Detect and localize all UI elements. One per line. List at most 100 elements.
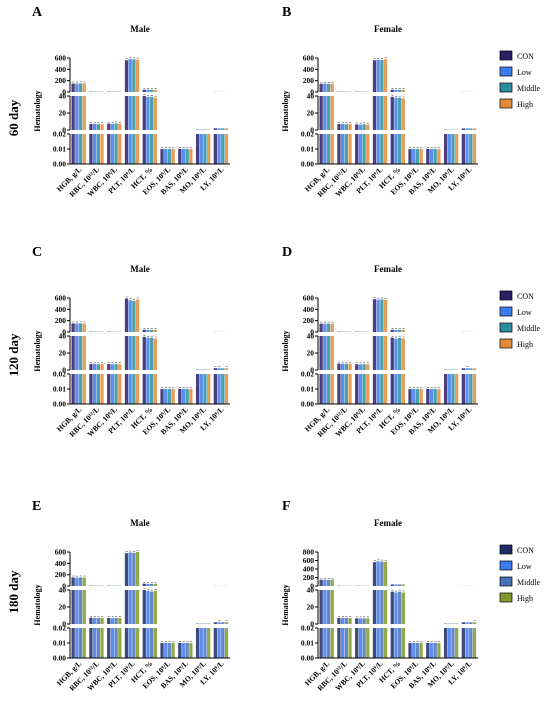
- bar-low: [128, 552, 132, 586]
- legend: CON Low Middle High: [499, 544, 541, 603]
- bar-middle: [96, 134, 100, 164]
- bar-low: [181, 389, 186, 404]
- panel-letter: C: [32, 245, 42, 260]
- bar-middle: [114, 374, 118, 404]
- bar-middle: [469, 622, 473, 624]
- bar-high: [455, 628, 459, 658]
- bar-middle: [451, 628, 455, 658]
- legend-swatch: [499, 576, 513, 587]
- legend-label: Low: [517, 562, 532, 571]
- bar-middle: [96, 617, 100, 624]
- panel-title: Female: [374, 264, 402, 274]
- bar-con: [372, 590, 377, 624]
- panel-d: DFemaleHematology0.000.010.0202040020040…: [281, 245, 478, 439]
- y-tick-label: 400: [303, 565, 315, 574]
- bar-high: [366, 364, 370, 370]
- bar-con: [124, 374, 129, 404]
- bar-high: [330, 83, 334, 92]
- y-tick-label: 400: [55, 559, 67, 568]
- bar-middle: [167, 643, 172, 658]
- bar-high: [383, 299, 388, 332]
- bar-con: [372, 60, 377, 92]
- bar-con: [71, 134, 75, 164]
- y-tick-label: 0.00: [53, 160, 66, 169]
- bar-middle: [398, 134, 402, 164]
- bar-con: [71, 83, 75, 92]
- bar-low: [323, 96, 327, 130]
- bar-low: [394, 592, 398, 624]
- bar-middle: [398, 374, 402, 404]
- bar-low: [146, 96, 150, 130]
- bar-con: [107, 374, 111, 404]
- panel-b: BFemaleHematology0.000.010.0202040020040…: [281, 5, 478, 199]
- bar-middle: [150, 134, 154, 164]
- bar-con: [160, 643, 164, 658]
- bar-middle: [398, 584, 402, 586]
- bar-low: [340, 374, 345, 404]
- bar-low: [199, 134, 203, 164]
- bar-low: [164, 389, 168, 404]
- bar-high: [330, 96, 334, 130]
- bar-low: [323, 374, 327, 404]
- bar-low: [376, 628, 380, 658]
- legend-swatch: [499, 290, 513, 301]
- y-axis-label: Hematology: [281, 330, 290, 371]
- bar-high: [419, 149, 423, 164]
- y-tick-label: 40: [307, 92, 315, 101]
- y-tick-label: 800: [303, 548, 315, 557]
- bar-high: [366, 134, 370, 164]
- bar-high: [224, 368, 229, 370]
- bar-high: [153, 329, 157, 332]
- y-tick-label: 0: [62, 582, 66, 591]
- bar-high: [207, 374, 211, 404]
- bar-middle: [380, 374, 384, 404]
- y-tick-label: 0.01: [301, 385, 314, 394]
- bar-con: [390, 628, 394, 658]
- bar-con: [408, 643, 412, 658]
- bar-con: [142, 374, 146, 404]
- bar-high: [348, 618, 352, 624]
- y-tick-label: 200: [303, 316, 315, 325]
- bar-con: [213, 622, 218, 624]
- bar-high: [472, 628, 477, 658]
- bar-high: [135, 96, 140, 130]
- bar-con: [319, 83, 323, 92]
- bar-con: [461, 368, 466, 370]
- bar-con: [213, 374, 218, 404]
- bar-low: [358, 134, 363, 164]
- bar-low: [376, 590, 380, 624]
- bar-con: [390, 584, 394, 586]
- bar-low: [412, 389, 416, 404]
- bar-low: [217, 628, 221, 658]
- bar-con: [372, 628, 377, 658]
- y-axis-label: Hematology: [33, 584, 42, 625]
- y-tick-label: 0.02: [301, 370, 314, 379]
- y-tick-label: 200: [303, 76, 315, 85]
- bar-high: [135, 299, 140, 332]
- bar-middle: [150, 329, 154, 332]
- bar-con: [124, 628, 129, 658]
- bar-high: [330, 134, 334, 164]
- bar-high: [401, 338, 405, 370]
- bar-low: [75, 628, 79, 658]
- bar-con: [178, 643, 182, 658]
- bar-high: [189, 389, 193, 404]
- bar-middle: [132, 96, 136, 130]
- bar-low: [128, 374, 132, 404]
- bar-con: [337, 124, 341, 130]
- bar-con: [178, 149, 182, 164]
- legend-swatch: [499, 560, 513, 571]
- bar-con: [124, 134, 129, 164]
- y-tick-label: 40: [59, 586, 67, 595]
- bar-low: [340, 618, 345, 624]
- bar-con: [160, 149, 164, 164]
- bar-middle: [78, 577, 83, 586]
- bar-middle: [326, 336, 331, 370]
- bar-middle: [150, 591, 154, 624]
- bar-con: [408, 389, 412, 404]
- bar-low: [323, 336, 327, 370]
- bar-high: [100, 617, 104, 624]
- bar-low: [75, 577, 79, 586]
- bar-low: [340, 124, 345, 130]
- bar-high: [82, 83, 86, 92]
